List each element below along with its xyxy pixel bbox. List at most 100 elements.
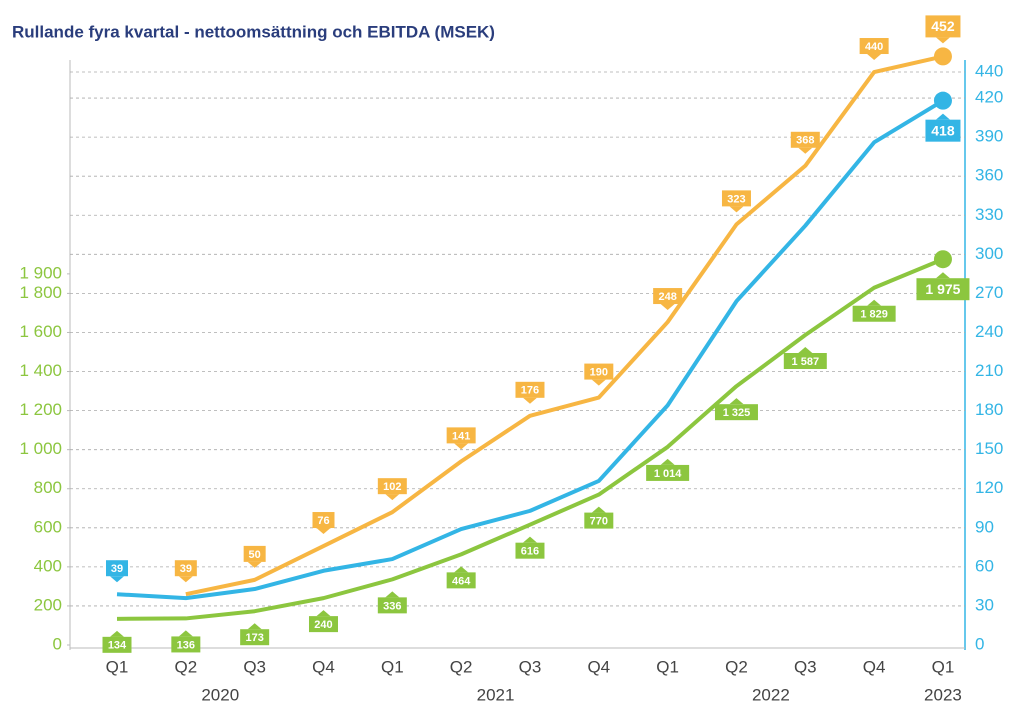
series-line: [116, 98, 944, 601]
y2-tick-label: 210: [975, 361, 1003, 380]
y2-tick-label: 90: [975, 517, 994, 536]
data-label: 76: [317, 515, 329, 527]
y-tick-label: 1 400: [19, 361, 62, 380]
data-label-pointer: [729, 206, 744, 213]
data-label: 190: [590, 366, 608, 378]
y2-tick-label: 300: [975, 244, 1003, 263]
end-marker: [933, 250, 952, 269]
y-tick-label: 200: [34, 595, 62, 614]
chart-title: Rullande fyra kvartal - nettoomsättning …: [12, 22, 495, 41]
data-label-box: [377, 478, 407, 495]
y2-tick-label: 330: [975, 205, 1003, 224]
y-tick-label: 0: [53, 634, 62, 653]
data-label: 134: [108, 640, 127, 652]
data-label: 240: [314, 619, 332, 631]
series-line: [185, 54, 944, 597]
x-tick-label: Q1: [656, 657, 679, 676]
data-label: 39: [180, 563, 192, 575]
data-label-box: [308, 616, 338, 633]
data-label-box: [852, 305, 896, 322]
data-label-box: [790, 131, 820, 148]
data-label-box: [721, 190, 751, 207]
data-label-pointer: [454, 443, 469, 450]
y2-tick-label: 180: [975, 400, 1003, 419]
y-tick-label: 1 900: [19, 263, 62, 282]
data-label-box: [171, 636, 201, 653]
x-tick-label: Q3: [794, 657, 817, 676]
data-label: 1 975: [925, 281, 960, 297]
data-label-pointer: [798, 147, 813, 154]
data-label: 616: [521, 546, 539, 558]
data-label: 323: [727, 193, 745, 205]
data-label-pointer: [178, 576, 193, 583]
data-label: 248: [658, 291, 676, 303]
y-tick-label: 1 600: [19, 322, 62, 341]
data-label-box: [515, 542, 545, 559]
data-label-pointer: [867, 299, 882, 306]
x-tick-label: Q1: [932, 657, 955, 676]
year-label: 2022: [752, 685, 790, 704]
data-label: 39: [111, 563, 123, 575]
data-label: 1 587: [792, 356, 820, 368]
y-tick-label: 1 000: [19, 439, 62, 458]
x-tick-label: Q4: [312, 657, 335, 676]
data-label-pointer: [591, 379, 606, 386]
data-label-box: [584, 363, 614, 380]
data-label: 452: [931, 18, 955, 34]
y2-tick-label: 60: [975, 556, 994, 575]
year-label: 2023: [924, 685, 962, 704]
data-label: 141: [452, 430, 470, 442]
y2-tick-label: 270: [975, 283, 1003, 302]
x-tick-label: Q1: [381, 657, 404, 676]
data-label: 336: [383, 600, 401, 612]
y2-tick-label: 360: [975, 166, 1003, 185]
data-label-pointer: [660, 458, 675, 465]
data-label-pointer: [178, 630, 193, 637]
data-label-box: [377, 597, 407, 614]
x-tick-label: Q4: [863, 657, 886, 676]
x-tick-label: Q3: [243, 657, 266, 676]
data-label-box: [925, 15, 961, 38]
data-label-box: [584, 512, 614, 529]
data-label: 1 325: [723, 407, 751, 419]
x-tick-label: Q4: [587, 657, 610, 676]
y2-tick-label: 240: [975, 322, 1003, 341]
data-label-pointer: [522, 536, 537, 543]
data-label-box: [446, 427, 476, 444]
data-label-pointer: [798, 347, 813, 354]
data-label-box: [646, 464, 690, 481]
data-label: 368: [796, 135, 814, 147]
data-label-pointer: [385, 591, 400, 598]
end-marker: [933, 91, 952, 110]
data-label-pointer: [935, 272, 950, 279]
data-label-pointer: [935, 37, 950, 44]
y-tick-label: 800: [34, 478, 62, 497]
data-label-box: [653, 288, 683, 305]
x-tick-label: Q2: [174, 657, 197, 676]
data-label-pointer: [867, 54, 882, 61]
y-tick-label: 1 200: [19, 400, 62, 419]
data-label: 102: [383, 481, 401, 493]
data-label: 176: [521, 385, 539, 397]
data-label: 418: [931, 122, 955, 138]
data-label-box: [783, 353, 827, 370]
y-tick-label: 600: [34, 517, 62, 536]
y2-tick-label: 30: [975, 595, 994, 614]
data-label-box: [240, 629, 270, 646]
data-label: 770: [590, 515, 608, 527]
data-label-box: [243, 545, 266, 562]
y-tick-label: 400: [34, 556, 62, 575]
data-label-pointer: [247, 561, 262, 568]
data-label-pointer: [454, 566, 469, 573]
data-label-box: [106, 560, 128, 577]
x-tick-label: Q2: [450, 657, 473, 676]
data-label-pointer: [729, 398, 744, 405]
data-label-box: [714, 404, 758, 421]
y2-tick-label: 420: [975, 88, 1003, 107]
y2-tick-label: 440: [975, 62, 1003, 81]
data-label: 173: [245, 632, 263, 644]
data-label: 464: [452, 575, 471, 587]
data-label-box: [446, 572, 476, 589]
end-marker: [933, 47, 952, 66]
